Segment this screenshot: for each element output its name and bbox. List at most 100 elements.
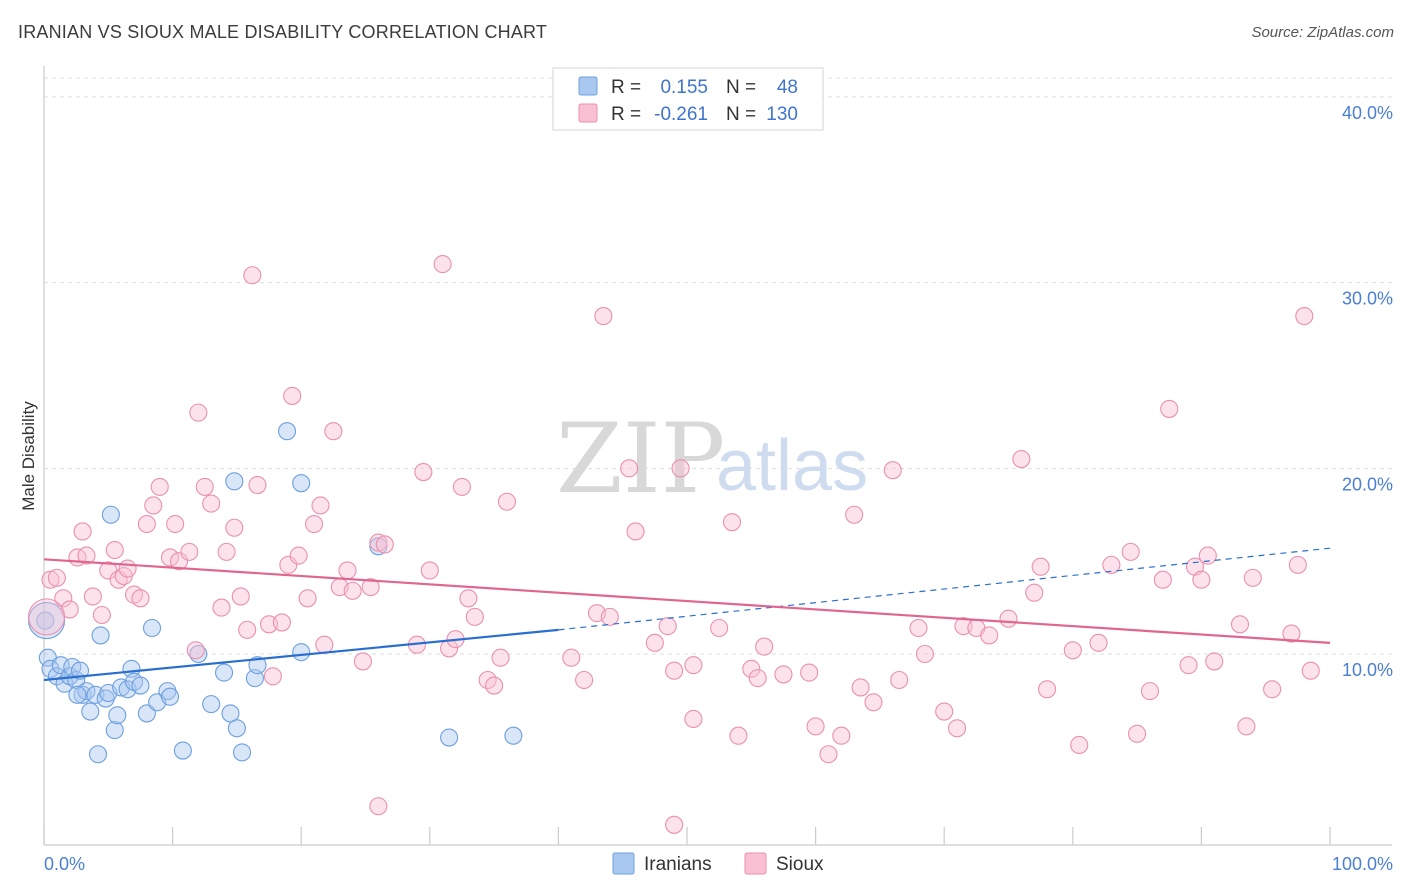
- legend: R = 0.155 N = 48 R = -0.261 N = 130: [552, 67, 824, 131]
- sioux-point-44: [324, 422, 343, 441]
- sioux-point-56: [433, 255, 452, 274]
- sioux-point-13: [118, 559, 137, 578]
- sioux-point-28: [217, 542, 236, 561]
- sioux-point-17: [144, 496, 163, 515]
- legend-n-value-1: 130: [766, 104, 798, 125]
- sioux-point-1: [47, 568, 66, 587]
- sioux-point-35: [263, 667, 282, 686]
- sioux-point-73: [645, 633, 664, 652]
- sioux-point-116: [1160, 399, 1179, 418]
- sioux-point-92: [845, 505, 864, 524]
- legend-swatch-0: [578, 76, 598, 96]
- sioux-point-124: [1243, 568, 1262, 587]
- sioux-point-55: [420, 561, 439, 580]
- sioux-point-8: [92, 605, 111, 625]
- bottom-legend-label-0: Iranians: [644, 854, 712, 875]
- sioux-point-71: [620, 459, 639, 478]
- sioux-point-6: [77, 546, 96, 565]
- iranians-point-36: [227, 719, 246, 738]
- sioux-point-20: [166, 514, 185, 534]
- sioux-point-99: [948, 719, 967, 738]
- sioux-point-69: [594, 307, 613, 326]
- sioux-point-79: [684, 709, 703, 729]
- iranians-point-17: [101, 505, 120, 524]
- iranians-point-39: [248, 656, 267, 675]
- iranians-point-14: [91, 626, 110, 645]
- sioux-point-109: [1070, 735, 1089, 755]
- iranians-point-40: [278, 422, 297, 441]
- sioux-point-37: [279, 555, 298, 574]
- sioux-point-26: [202, 494, 221, 513]
- bottom-legend-label-1: Sioux: [776, 854, 824, 875]
- sioux-point-128: [1295, 307, 1314, 326]
- sioux-point-50: [369, 533, 388, 552]
- sioux-point-61: [465, 607, 484, 626]
- iranians-point-37: [232, 743, 252, 762]
- legend-n-value-0: 48: [777, 77, 798, 98]
- legend-n-label-1: N =: [726, 104, 756, 125]
- iranians-point-18: [105, 721, 124, 740]
- sioux-point-115: [1153, 570, 1172, 589]
- sioux-point-88: [806, 717, 825, 736]
- sioux-point-110: [1089, 633, 1108, 652]
- sioux-point-25: [195, 477, 214, 496]
- sioux-point-75: [665, 661, 684, 680]
- sioux-point-81: [722, 513, 742, 532]
- sioux-cluster-point: [28, 598, 66, 636]
- legend-swatch-1: [578, 103, 598, 123]
- sioux-point-32: [243, 266, 262, 285]
- sioux-point-72: [626, 522, 645, 541]
- sioux-point-104: [1012, 449, 1031, 469]
- iranians-point-2: [47, 667, 66, 686]
- sioux-point-78: [684, 656, 703, 675]
- sioux-point-31: [238, 620, 257, 639]
- sioux-point-54: [414, 462, 433, 482]
- sioux-point-114: [1140, 682, 1160, 701]
- data-points: [28, 255, 1320, 834]
- axes: [43, 66, 1392, 846]
- sioux-point-126: [1282, 624, 1301, 643]
- iranians-point-45: [504, 726, 523, 745]
- iranians-point-30: [173, 741, 192, 760]
- sioux-point-24: [189, 403, 208, 422]
- bottom-legend: Iranians Sioux: [612, 852, 824, 875]
- sioux-point-16: [137, 514, 156, 534]
- sioux-point-15: [131, 589, 150, 608]
- sioux-point-127: [1288, 555, 1307, 574]
- sioux-point-105: [1025, 583, 1044, 602]
- sioux-point-125: [1263, 680, 1282, 699]
- sioux-point-119: [1192, 570, 1211, 589]
- sioux-point-97: [915, 644, 934, 664]
- sioux-point-63: [485, 676, 504, 695]
- sioux-point-87: [800, 663, 819, 682]
- sioux-point-84: [748, 669, 767, 688]
- iranians-point-44: [440, 728, 459, 747]
- sioux-point-91: [851, 678, 870, 697]
- sioux-point-93: [864, 693, 883, 712]
- iranians-point-19: [108, 706, 127, 725]
- watermark-atlas: atlas: [716, 426, 868, 506]
- sioux-point-123: [1237, 717, 1256, 736]
- tick-labels: 10.0% 20.0% 30.0% 40.0% 0.0% 100.0%: [44, 103, 1393, 874]
- bottom-legend-swatch-0: [612, 852, 635, 875]
- sioux-point-33: [248, 475, 267, 495]
- sioux-point-52: [369, 797, 388, 816]
- sioux-point-77: [665, 815, 684, 834]
- sioux-point-39: [289, 546, 308, 565]
- watermark: ZIP atlas: [556, 403, 868, 515]
- legend-r-value-1: -0.261: [654, 104, 708, 125]
- sioux-point-2: [54, 589, 73, 608]
- sioux-point-103: [999, 609, 1018, 628]
- iranians-point-35: [225, 472, 244, 491]
- iranians-trend-line-dashed: [558, 547, 1331, 631]
- sioux-point-23: [186, 641, 205, 660]
- sioux-point-107: [1038, 680, 1057, 699]
- sioux-point-113: [1128, 724, 1147, 743]
- sioux-point-43: [315, 635, 334, 654]
- sioux-point-27: [212, 598, 231, 617]
- iranians-point-11: [81, 702, 100, 721]
- sioux-point-10: [105, 540, 124, 560]
- sioux-point-112: [1121, 542, 1140, 561]
- iranians-trend-line: [43, 628, 559, 682]
